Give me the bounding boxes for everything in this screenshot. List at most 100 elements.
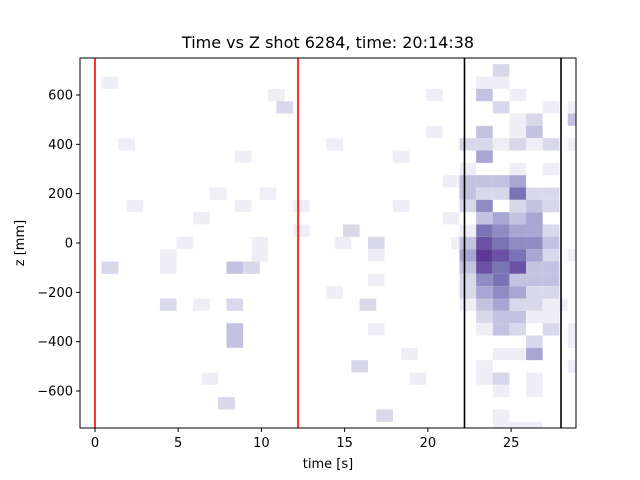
heatmap-cell	[401, 347, 418, 361]
heatmap-cell	[492, 187, 510, 200]
heatmap-cell	[492, 138, 510, 151]
heatmap-cell	[476, 175, 493, 188]
heatmap-cell	[459, 236, 477, 250]
heatmap-cell	[459, 224, 477, 237]
heatmap-cell	[492, 323, 510, 336]
heatmap-cell	[476, 224, 493, 237]
heatmap-cell	[476, 76, 493, 89]
heatmap-cell	[392, 199, 410, 213]
heatmap-cell	[268, 88, 285, 102]
heatmap-cell	[542, 323, 560, 336]
heatmap-cell	[476, 360, 493, 373]
heatmap-cell	[567, 138, 576, 151]
heatmap-cell	[492, 76, 510, 89]
heatmap-cell	[509, 138, 527, 151]
heatmap-cell	[334, 236, 352, 250]
heatmap-cell	[118, 138, 135, 151]
heatmap-cell	[509, 224, 527, 237]
heatmap-cell	[476, 286, 493, 299]
heatmap-cell	[509, 273, 527, 287]
heatmap-cell	[193, 212, 210, 225]
y-tick-label: 600	[48, 89, 73, 104]
heatmap-cell	[476, 310, 493, 324]
heatmap-cell	[526, 224, 543, 237]
heatmap-cell	[542, 236, 560, 250]
heatmap-cell	[492, 64, 510, 77]
heatmap-cell	[201, 372, 219, 385]
heatmap-cell	[459, 261, 477, 274]
heatmap-cell	[567, 323, 576, 336]
heatmap-cell	[542, 273, 560, 287]
heatmap-cell	[526, 273, 543, 287]
heatmap-cell	[526, 372, 543, 385]
heatmap-cell	[426, 125, 443, 139]
heatmap-cell	[234, 199, 252, 213]
heatmap-cell	[101, 76, 119, 89]
heatmap-cell	[367, 323, 385, 336]
x-tick-label: 10	[253, 436, 270, 451]
heatmap-cell	[526, 384, 543, 398]
heatmap-cell	[293, 199, 310, 213]
heatmap-cell	[509, 249, 527, 262]
heatmap-cell	[509, 261, 527, 274]
heatmap-cell	[367, 273, 385, 287]
heatmap-cell	[492, 421, 510, 428]
heatmap-cell	[376, 409, 393, 422]
heatmap-cell	[476, 298, 493, 311]
heatmap-cell	[526, 199, 543, 213]
heatmap-cell	[492, 212, 510, 225]
heatmap-cell	[476, 150, 493, 163]
heatmap-cell	[567, 360, 576, 373]
heatmap-cell	[542, 286, 560, 299]
heatmap-cell	[293, 224, 310, 237]
heatmap-cell	[234, 150, 252, 163]
heatmap-cell	[542, 138, 560, 151]
heatmap-cell	[542, 310, 560, 324]
heatmap-cell	[351, 360, 368, 373]
heatmap-cell	[492, 249, 510, 262]
heatmap-cell	[476, 125, 493, 139]
heatmap-cell	[259, 187, 277, 200]
x-tick-label: 15	[336, 436, 353, 451]
heatmap-cell	[509, 236, 527, 250]
heatmap-cell	[492, 175, 510, 188]
y-tick-label: −400	[37, 335, 73, 350]
heatmap-cell	[159, 261, 177, 274]
heatmap-cell	[409, 372, 427, 385]
heatmap-cell	[159, 298, 177, 311]
heatmap-cell	[492, 372, 510, 385]
heatmap-cell	[526, 187, 543, 200]
heatmap-cell	[492, 224, 510, 237]
heatmap-cell	[226, 298, 244, 311]
y-tick-label: −600	[37, 385, 73, 400]
heatmap-cell	[459, 249, 477, 262]
heatmap-cell	[567, 249, 576, 262]
y-tick-label: 200	[48, 187, 73, 202]
heatmap-cell	[509, 286, 527, 299]
heatmap-cell	[526, 138, 543, 151]
heatmap-cell	[526, 113, 543, 126]
heatmap-cell	[126, 199, 144, 213]
heatmap-cell	[509, 175, 527, 188]
heatmap-cell	[476, 273, 493, 287]
heatmap-cell	[567, 335, 576, 348]
heatmap-cell	[476, 236, 493, 250]
heatmap-cells	[101, 64, 576, 428]
heatmap-cell	[101, 261, 119, 274]
heatmap-cell	[326, 286, 343, 299]
heatmap-cell	[492, 273, 510, 287]
heatmap-cell	[276, 101, 294, 114]
heatmap-cell	[526, 335, 543, 348]
heatmap-cell	[542, 101, 560, 114]
heatmap-cell	[509, 162, 527, 176]
y-tick-label: 0	[65, 237, 73, 252]
heatmap-cell	[442, 175, 460, 188]
heatmap-cell	[251, 249, 269, 262]
heatmap-cell	[476, 138, 493, 151]
x-tick-label: 0	[91, 436, 99, 451]
heatmap-cell	[476, 187, 493, 200]
heatmap-cell	[476, 199, 493, 213]
heatmap-cell	[509, 298, 527, 311]
heatmap-cell	[509, 199, 527, 213]
heatmap-cell	[526, 286, 543, 299]
